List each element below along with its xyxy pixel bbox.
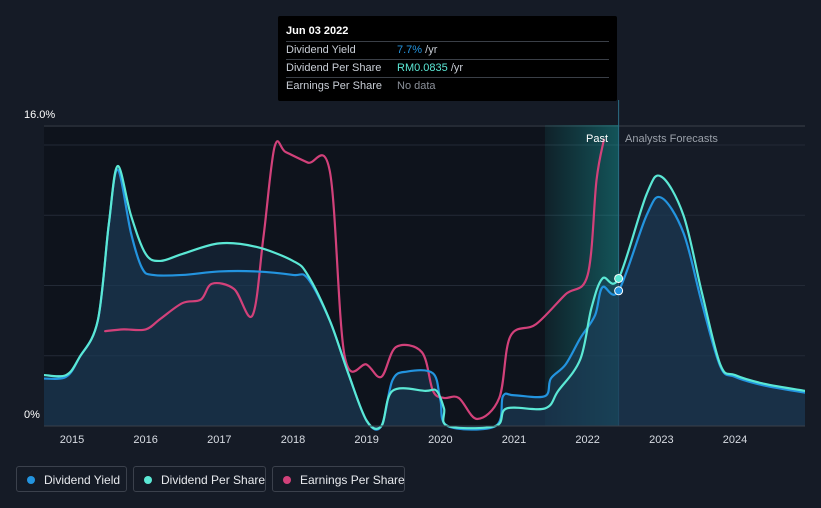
- dividend-yieldarea: [44, 169, 805, 430]
- x-tick-label: 2020: [428, 434, 452, 446]
- tooltip-row-earnings-per-share: Earnings Per Share No data: [286, 77, 609, 96]
- x-tick-label: 2018: [281, 434, 305, 446]
- dividend-yieldmarker: [614, 286, 624, 296]
- dividend-per-shareline: [44, 164, 805, 430]
- tooltip-row-dividend-yield: Dividend Yield 7.7% /yr: [286, 41, 609, 60]
- x-tick-label: 2019: [354, 434, 378, 446]
- forecast-label: Analysts Forecasts: [625, 133, 718, 145]
- x-tick-label: 2021: [502, 434, 526, 446]
- earnings-per-shareline: [104, 138, 605, 421]
- tooltip-row-dividend-per-share: Dividend Per Share RM0.0835 /yr: [286, 59, 609, 78]
- tooltip-label: Earnings Per Share: [286, 80, 382, 92]
- x-axis-ticks: 2015 2016 2017 2018 2019 2020 2021 2022 2023 2024: [60, 434, 748, 446]
- x-tick-label: 2024: [723, 434, 747, 446]
- x-tick-label: 2023: [649, 434, 673, 446]
- legend-label: Dividend Yield: [44, 473, 121, 487]
- dividend-yieldline: [44, 168, 805, 431]
- legend-label: Dividend Per Share: [161, 473, 266, 487]
- legend-item-earnings-per-share[interactable]: Earnings Per Share: [272, 466, 405, 492]
- tooltip: Jun 03 2022 Dividend Yield 7.7% /yr Divi…: [278, 16, 617, 101]
- x-tick-label: 2016: [133, 434, 157, 446]
- legend-label: Earnings Per Share: [300, 473, 405, 487]
- legend-dot-icon: [27, 476, 35, 484]
- x-tick-label: 2022: [575, 434, 599, 446]
- tooltip-value: 7.7% /yr: [397, 44, 438, 56]
- x-tick-label: 2017: [207, 434, 231, 446]
- y-axis-top-label: 16.0%: [24, 109, 55, 121]
- tooltip-label: Dividend Per Share: [286, 62, 382, 74]
- legend-dot-icon: [283, 476, 291, 484]
- dividend-per-sharemarker: [614, 273, 624, 283]
- legend-item-dividend-per-share[interactable]: Dividend Per Share: [133, 466, 266, 492]
- tooltip-value: No data: [397, 80, 436, 92]
- tooltip-date: Jun 03 2022: [286, 25, 349, 37]
- y-axis-bottom-label: 0%: [24, 409, 40, 421]
- tooltip-label: Dividend Yield: [286, 44, 356, 56]
- legend-item-dividend-yield[interactable]: Dividend Yield: [16, 466, 127, 492]
- past-label: Past: [586, 133, 608, 145]
- legend-dot-icon: [144, 476, 152, 484]
- x-tick-label: 2015: [60, 434, 84, 446]
- tooltip-value: RM0.0835 /yr: [397, 62, 464, 74]
